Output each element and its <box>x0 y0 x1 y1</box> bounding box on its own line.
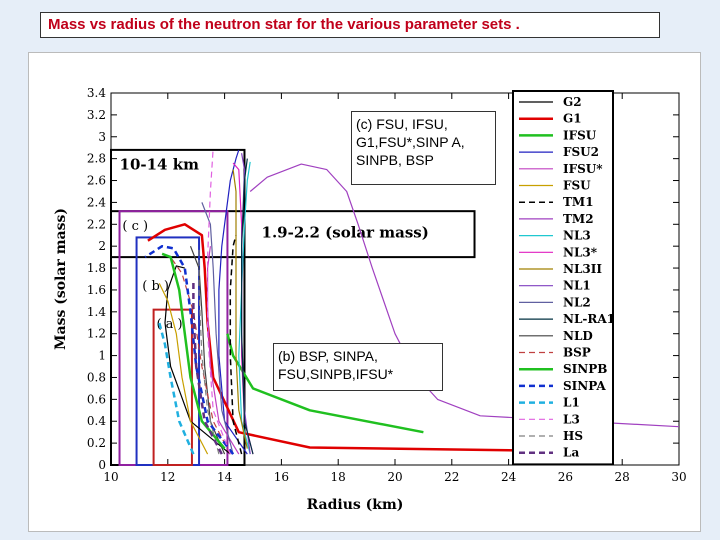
series-line-hs <box>198 246 220 455</box>
mass-band-box <box>110 210 476 259</box>
x-tick-label: 24 <box>501 470 517 484</box>
y-tick-label: 2 <box>98 239 106 253</box>
series-line-fsu2 <box>218 149 248 455</box>
legend-label: IFSU* <box>563 162 603 176</box>
caption-b: (b) BSP, SINPA, FSU,SINPB,IFSU* <box>273 343 443 391</box>
y-tick-label: 3.2 <box>87 108 106 122</box>
y-tick-label: 2.2 <box>87 217 106 231</box>
y-axis-label: Mass (solar mass) <box>53 208 69 350</box>
series-line-la <box>192 279 223 455</box>
series-line-tm2 <box>249 163 680 428</box>
series-line-ifsu <box>226 333 424 434</box>
legend-label: La <box>563 446 579 460</box>
series-line-fsu <box>158 283 209 455</box>
y-tick-label: 2.4 <box>87 195 106 209</box>
region-a-label: ( a ) <box>156 317 182 332</box>
region-c-label: ( c ) <box>122 219 148 234</box>
series-line-g1 <box>147 223 552 453</box>
y-tick-label: 2.8 <box>87 152 106 166</box>
series-line-nl2 <box>201 202 234 455</box>
series-line-sinpb <box>161 252 226 450</box>
legend-label: NL3 <box>563 229 591 243</box>
y-tick-label: 1.2 <box>87 327 106 341</box>
chart-panel: 10 12 14 16 18 20 22 24 26 28 30 0 0.2 0.4 0.6 0.8 1 1.2 1… <box>28 52 701 532</box>
x-tick-label: 12 <box>160 470 175 484</box>
legend-label: L3 <box>563 412 580 426</box>
y-tick-label: 1.8 <box>87 261 106 275</box>
mass-radius-chart: 10 12 14 16 18 20 22 24 26 28 30 0 0.2 0.4 0.6 0.8 1 1.2 1… <box>53 86 687 513</box>
legend-label: L1 <box>563 396 580 410</box>
y-tick-label: 0.6 <box>87 392 106 406</box>
x-tick-label: 18 <box>331 470 346 484</box>
x-tick-label: 28 <box>615 470 630 484</box>
region-b-box <box>135 236 201 466</box>
legend-label: NL2 <box>563 295 591 309</box>
y-tick-label: 1 <box>98 349 106 363</box>
y-tick-label: 1.6 <box>87 283 106 297</box>
y-tick-label: 0.8 <box>87 370 106 384</box>
x-tick-label: 22 <box>444 470 459 484</box>
legend-label: SINPB <box>563 362 607 376</box>
x-tick-label: 10 <box>103 470 118 484</box>
x-tick-label: 20 <box>387 470 402 484</box>
series-line-nl-ra1 <box>241 158 254 455</box>
x-tick-label: 16 <box>274 470 289 484</box>
legend-label: TM2 <box>563 212 594 226</box>
x-tick-label: 14 <box>217 470 233 484</box>
series-line-sinpa <box>144 244 235 455</box>
legend-label: FSU2 <box>563 145 599 159</box>
legend-label: HS <box>563 429 583 443</box>
legend-label: TM1 <box>563 195 594 209</box>
legend-label: NL1 <box>563 279 591 293</box>
legend-label: BSP <box>563 346 591 360</box>
radius-10-14-label: 10-14 km <box>120 156 200 174</box>
y-tick-label: 0.2 <box>87 436 106 450</box>
series-line-bsp <box>170 256 231 455</box>
x-axis-label: Radius (km) <box>307 497 404 513</box>
y-tick-label: 1.4 <box>87 305 106 319</box>
legend-label: NL3* <box>563 245 598 259</box>
legend-label: G2 <box>563 95 582 109</box>
region-b-label: ( b ) <box>142 279 169 294</box>
slide-title: Mass vs radius of the neutron star for t… <box>40 12 660 38</box>
y-tick-label: 3.4 <box>87 86 106 100</box>
legend-label: NL3II <box>563 262 602 276</box>
series-line-tm1 <box>229 235 243 455</box>
series-line-l3 <box>207 147 231 455</box>
caption-c: (c) FSU, IFSU, G1,FSU*,SINP A, SINPB, BS… <box>351 111 496 185</box>
legend-label: NLD <box>563 329 593 343</box>
y-tick-label: 0 <box>98 458 106 472</box>
x-tick-label: 26 <box>558 470 573 484</box>
mass-band-label: 1.9-2.2 (solar mass) <box>262 223 429 241</box>
y-tick-label: 2.6 <box>87 174 106 188</box>
legend-label: G1 <box>563 112 582 126</box>
y-tick-label: 0.4 <box>87 414 106 428</box>
series-line-l1 <box>158 322 195 455</box>
legend-label: SINPA <box>563 379 606 393</box>
series-line-nl3ii <box>232 169 248 449</box>
x-tick-label: 30 <box>671 470 686 484</box>
legend-label: NL-RA1 <box>563 312 615 326</box>
y-tick-label: 3 <box>98 130 106 144</box>
legend-label: FSU <box>563 179 591 193</box>
series-line-g2 <box>164 265 231 455</box>
legend-label: IFSU <box>563 128 597 142</box>
